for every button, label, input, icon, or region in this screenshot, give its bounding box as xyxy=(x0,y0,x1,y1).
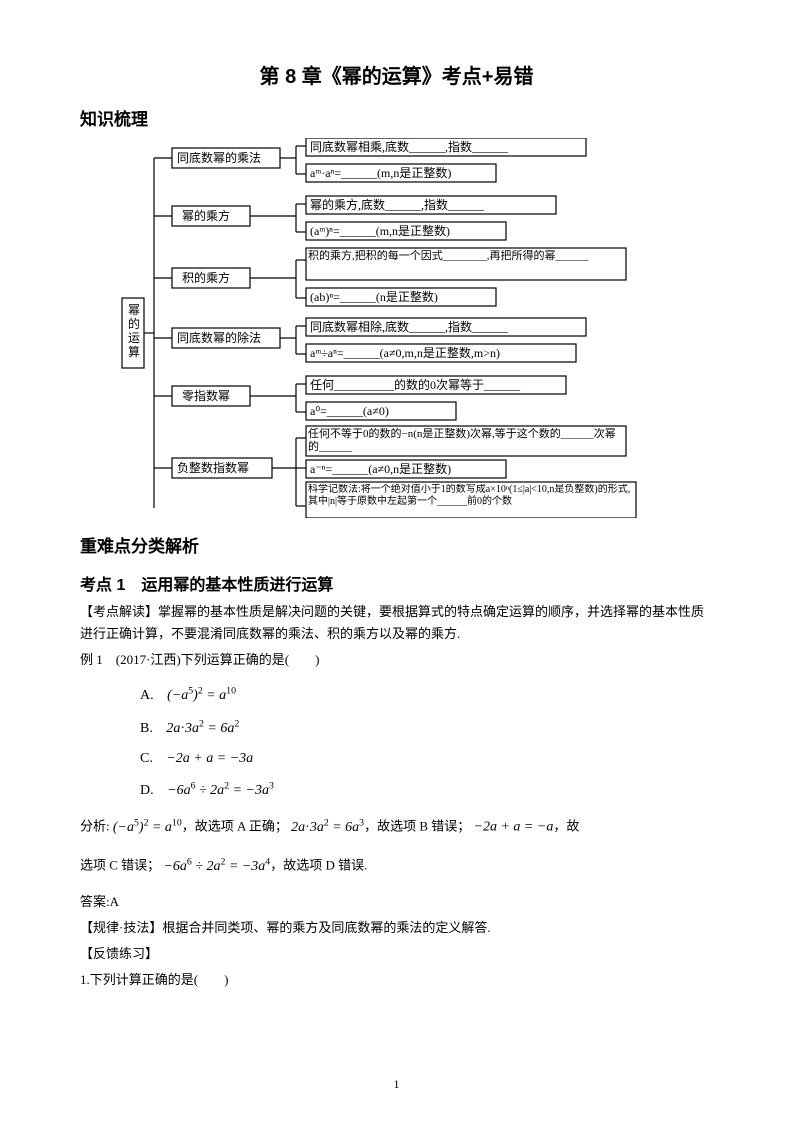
example-1-stem: 例 1 (2017·江西)下列运算正确的是( ) xyxy=(80,649,713,671)
knowledge-diagram: 幂 的 运 算 同底数幂的乘法 同底数幂相乘,底数______,指数______… xyxy=(120,138,640,518)
fenxi-label: 分析: xyxy=(80,819,110,834)
branch-5-r2: a⁰=______(a≠0) xyxy=(310,404,389,418)
guilv-line: 【规律·技法】根据合并同类项、幂的乘方及同底数幂的乘法的定义解答. xyxy=(80,917,713,939)
branch-6-label: 负整数指数幂 xyxy=(177,460,249,475)
option-b-label: B. xyxy=(140,721,153,736)
fenxi-line-1: 分析: (−a5)2 = a10，故选项 A 正确； 2a·3a2 = 6a3，… xyxy=(80,813,713,842)
branch-1-label: 同底数幂的乘法 xyxy=(177,150,261,165)
branch-4-label: 同底数幂的除法 xyxy=(177,330,261,345)
option-c-label: C. xyxy=(140,751,153,766)
svg-text:幂: 幂 xyxy=(128,303,140,317)
branch-5-r1: 任何__________的数的0次幂等于______ xyxy=(310,377,521,392)
fenxi-expr-b: 2a·3a2 = 6a3 xyxy=(291,820,364,835)
branch-1-r1: 同底数幂相乘,底数______,指数______ xyxy=(310,139,509,154)
kaodian-jiedu-label: 【考点解读】 xyxy=(80,604,158,619)
fankui-label: 【反馈练习】 xyxy=(80,943,713,965)
svg-text:的: 的 xyxy=(128,316,140,331)
option-d-label: D. xyxy=(140,783,154,798)
branch-4-r1: 同底数幂相除,底数______,指数______ xyxy=(310,319,509,334)
option-a-label: A. xyxy=(140,688,154,703)
fenxi-expr-d: −6a6 ÷ 2a2 = −3a4 xyxy=(163,859,270,874)
branch-2-label: 幂的乘方 xyxy=(182,208,230,223)
option-list: A. (−a5)2 = a10 B. 2a·3a2 = 6a2 C. −2a +… xyxy=(140,685,713,799)
branch-3-r1: 积的乘方,把积的每一个因式________,再把所得的幂______ xyxy=(308,250,624,264)
fenxi-text-d: ，故选项 D 错误. xyxy=(270,858,367,873)
branch-3-r2: (ab)ⁿ=______(n是正整数) xyxy=(310,289,438,304)
kaodian-1-heading: 考点 1 运用幂的基本性质进行运算 xyxy=(80,571,713,595)
branch-3-label: 积的乘方 xyxy=(182,270,230,285)
answer-line: 答案:A xyxy=(80,891,713,913)
svg-text:运: 运 xyxy=(128,331,140,345)
option-c-expr: −2a + a = −3a xyxy=(166,751,253,766)
branch-4-r2: aᵐ÷aⁿ=______(a≠0,m,n是正整数,m>n) xyxy=(310,345,500,360)
guilv-label: 【规律·技法】 xyxy=(80,920,162,935)
section-knowledge-heading: 知识梳理 xyxy=(80,105,713,130)
fenxi-text-c2: 选项 C 错误； xyxy=(80,858,160,873)
branch-2-r1: 幂的乘方,底数______,指数______ xyxy=(310,197,485,212)
option-d-expr: −6a6 ÷ 2a2 = −3a3 xyxy=(167,783,274,798)
section-analysis-heading: 重难点分类解析 xyxy=(80,532,713,557)
branch-2-r2: (aᵐ)ⁿ=______(m,n是正整数) xyxy=(310,223,450,238)
guilv-text: 根据合并同类项、幂的乘方及同底数幂的乘法的定义解答. xyxy=(162,920,490,935)
option-c: C. −2a + a = −3a xyxy=(140,751,713,767)
fenxi-text-a: ，故选项 A 正确； xyxy=(182,819,288,834)
svg-text:算: 算 xyxy=(128,344,140,359)
option-b: B. 2a·3a2 = 6a2 xyxy=(140,718,713,737)
fenxi-line-2: 选项 C 错误； −6a6 ÷ 2a2 = −3a4，故选项 D 错误. xyxy=(80,852,713,881)
fenxi-text-b: ，故选项 B 错误； xyxy=(364,819,470,834)
kaodian-jiedu-text: 掌握幂的基本性质是解决问题的关键，要根据算式的特点确定运算的顺序，并选择幂的基本… xyxy=(80,604,704,641)
branch-1-r2: aᵐ·aⁿ=______(m,n是正整数) xyxy=(310,165,451,180)
option-b-expr: 2a·3a2 = 6a2 xyxy=(166,721,239,736)
branch-5-label: 零指数幂 xyxy=(182,388,230,403)
fenxi-text-c: ，故 xyxy=(553,819,579,834)
page-number: 1 xyxy=(0,1077,793,1092)
option-a-expr: (−a5)2 = a10 xyxy=(167,688,236,703)
fenxi-expr-c: −2a + a = −a xyxy=(474,820,554,835)
branch-6-r1: 任何不等于0的数的−n(n是正整数)次幂,等于这个数的______次幂的____… xyxy=(308,428,624,454)
option-d: D. −6a6 ÷ 2a2 = −3a3 xyxy=(140,781,713,800)
branch-6-r3: 科学记数法:将一个绝对值小于1的数写成a×10ⁿ(1≤|a|<10,n是负整数)… xyxy=(308,484,634,507)
page-title: 第 8 章《幂的运算》考点+易错 xyxy=(80,60,713,89)
branch-6-r2: a⁻ⁿ=______(a≠0,n是正整数) xyxy=(310,461,451,476)
option-a: A. (−a5)2 = a10 xyxy=(140,685,713,704)
fenxi-expr-a: (−a5)2 = a10 xyxy=(113,820,182,835)
fankui-q1: 1.下列计算正确的是( ) xyxy=(80,969,713,991)
kaodian-jiedu: 【考点解读】掌握幂的基本性质是解决问题的关键，要根据算式的特点确定运算的顺序，并… xyxy=(80,601,713,645)
